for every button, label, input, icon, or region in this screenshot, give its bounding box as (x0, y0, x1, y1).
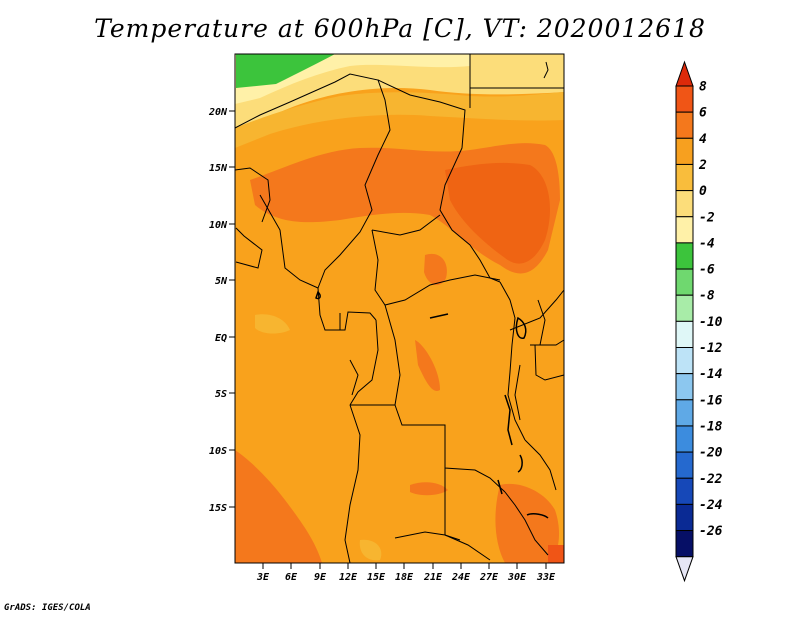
colorbar-label: -24 (699, 498, 723, 513)
field-background (235, 54, 564, 563)
field-hot-south (235, 450, 322, 563)
lon-tick-label: 15E (367, 572, 386, 583)
colorbar-label: 2 (698, 158, 707, 173)
colorbar-swatch (675, 320, 694, 349)
field-mid-patch (359, 539, 382, 561)
colorbar-label: 8 (699, 80, 707, 95)
field-mid-patch (255, 314, 290, 334)
colorbar-label: -2 (699, 210, 715, 225)
lat-tick-label: 10N (209, 220, 228, 231)
lat-tick-label: 15S (209, 503, 227, 514)
field-cold-patch (236, 54, 335, 88)
colorbar-swatch (675, 190, 694, 218)
colorbar-label: -10 (699, 315, 723, 330)
lon-tick-label: 33E (536, 572, 556, 583)
field-hotter-core (445, 162, 550, 264)
map-title: Temperature at 600hPa [C], VT: 202001261… (94, 14, 706, 43)
colorbar-label: 4 (699, 132, 707, 147)
field-mid-band (235, 92, 564, 148)
lon-tick-label: 12E (339, 572, 358, 583)
colorbar-swatch (675, 216, 694, 244)
field-hottest-corner (548, 545, 564, 563)
field-hot-patch (424, 253, 447, 286)
colorbar-swatch (675, 111, 694, 139)
lon-tick-label: 6E (285, 572, 298, 583)
colorbar-label: -6 (699, 263, 715, 278)
longitude-axis: 3E 6E 9E 12E 15E 18E 21E 24E 27E 30E 33E (256, 563, 556, 583)
colorbar-swatch (675, 294, 694, 322)
colorbar-label: -22 (699, 472, 723, 487)
colorbar-swatch (675, 425, 694, 453)
temperature-field (235, 54, 564, 563)
lon-tick-label: 24E (451, 572, 471, 583)
lakes (315, 290, 549, 519)
colorbar-label: -8 (699, 289, 715, 304)
colorbar-label: -4 (699, 236, 715, 251)
colorbar-top-arrow (675, 60, 694, 87)
colorbar: 8 6 4 2 0 -2 -4 -6 -8 -10 -12 -14 -16 -18 -20 -22 -24 -26 (675, 60, 723, 583)
colorbar-label: -26 (699, 524, 723, 539)
colorbar-label: -18 (699, 419, 723, 434)
colorbar-swatch (675, 85, 694, 113)
colorbar-swatch (675, 477, 694, 505)
colorbar-label: 6 (699, 106, 707, 121)
map-frame (234, 53, 565, 564)
lat-tick-label: 15N (209, 163, 228, 174)
colorbar-label: -12 (699, 341, 723, 356)
lon-tick-label: 21E (423, 572, 443, 583)
colorbar-swatch (675, 503, 694, 532)
lon-tick-label: 18E (395, 572, 414, 583)
latitude-axis: 20N 15N 10N 5N EQ 5S 10S 15S (208, 107, 235, 514)
colorbar-swatch (675, 347, 694, 375)
lat-tick-label: 5S (215, 389, 227, 400)
colorbar-label: -20 (699, 446, 723, 461)
colorbar-bottom-arrow (675, 556, 694, 583)
field-hot-patch (410, 482, 448, 496)
colorbar-swatch (675, 163, 694, 192)
colorbar-label: -14 (699, 367, 723, 382)
field-hot-patch (415, 340, 440, 391)
lon-tick-label: 30E (507, 572, 527, 583)
colorbar-swatch (675, 451, 694, 479)
colorbar-swatch (675, 137, 694, 165)
colorbar-swatch (675, 242, 694, 270)
colorbar-swatch (675, 399, 694, 427)
colorbar-swatch (675, 268, 694, 296)
country-borders (234, 54, 565, 564)
lon-tick-label: 9E (314, 572, 327, 583)
colorbar-label: -16 (699, 393, 723, 408)
colorbar-label: 0 (699, 184, 707, 199)
lat-tick-label: 10S (209, 446, 227, 457)
lon-tick-label: 27E (479, 572, 499, 583)
colorbar-swatch (675, 530, 694, 558)
colorbar-swatch (675, 373, 694, 401)
lat-tick-label: EQ (215, 333, 227, 344)
lat-tick-label: 5N (215, 276, 228, 287)
lon-tick-label: 3E (256, 572, 270, 583)
lat-tick-label: 20N (208, 107, 228, 118)
credit-label: GrADS: IGES/COLA (4, 603, 91, 613)
